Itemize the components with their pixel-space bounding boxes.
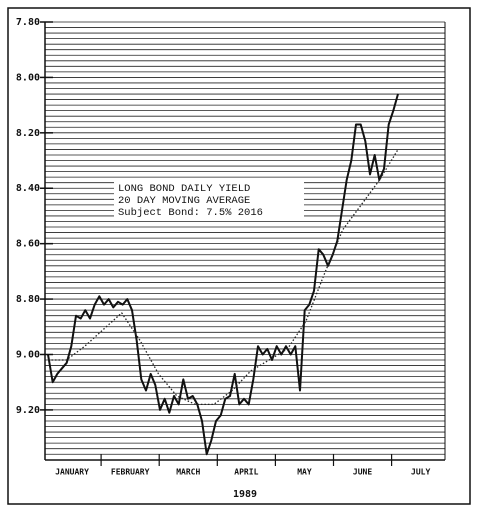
x-axis-label: 1989 bbox=[233, 489, 257, 500]
annotation-box bbox=[114, 180, 304, 220]
annotation: 20 DAY MOVING AVERAGE bbox=[118, 195, 250, 207]
x-tick-label: MAY bbox=[297, 468, 312, 477]
annotation: Subject Bond: 7.5% 2016 bbox=[118, 207, 263, 219]
y-tick-label: 8.00 bbox=[16, 72, 40, 83]
annotation: LONG BOND DAILY YIELD bbox=[118, 183, 250, 195]
y-tick-label: 8.60 bbox=[16, 239, 40, 250]
y-tick-label: 8.80 bbox=[16, 294, 40, 305]
x-tick-label: JULY bbox=[411, 468, 430, 477]
y-tick-label: 8.40 bbox=[16, 183, 40, 194]
y-tick-label: 8.20 bbox=[16, 128, 40, 139]
y-tick-label: 9.20 bbox=[16, 405, 40, 416]
moving-average-line bbox=[48, 149, 399, 406]
y-tick-label: 9.00 bbox=[16, 349, 40, 360]
x-tick-label: JANUARY bbox=[55, 468, 89, 477]
x-tick-label: FEBRUARY bbox=[111, 468, 150, 477]
x-tick-label: MARCH bbox=[176, 468, 200, 477]
y-tick-label: 7.80 bbox=[16, 17, 40, 28]
x-tick-label: JUNE bbox=[353, 468, 372, 477]
x-tick-label: APRIL bbox=[234, 468, 258, 477]
frame bbox=[7, 7, 471, 505]
yield-line bbox=[47, 93, 399, 456]
